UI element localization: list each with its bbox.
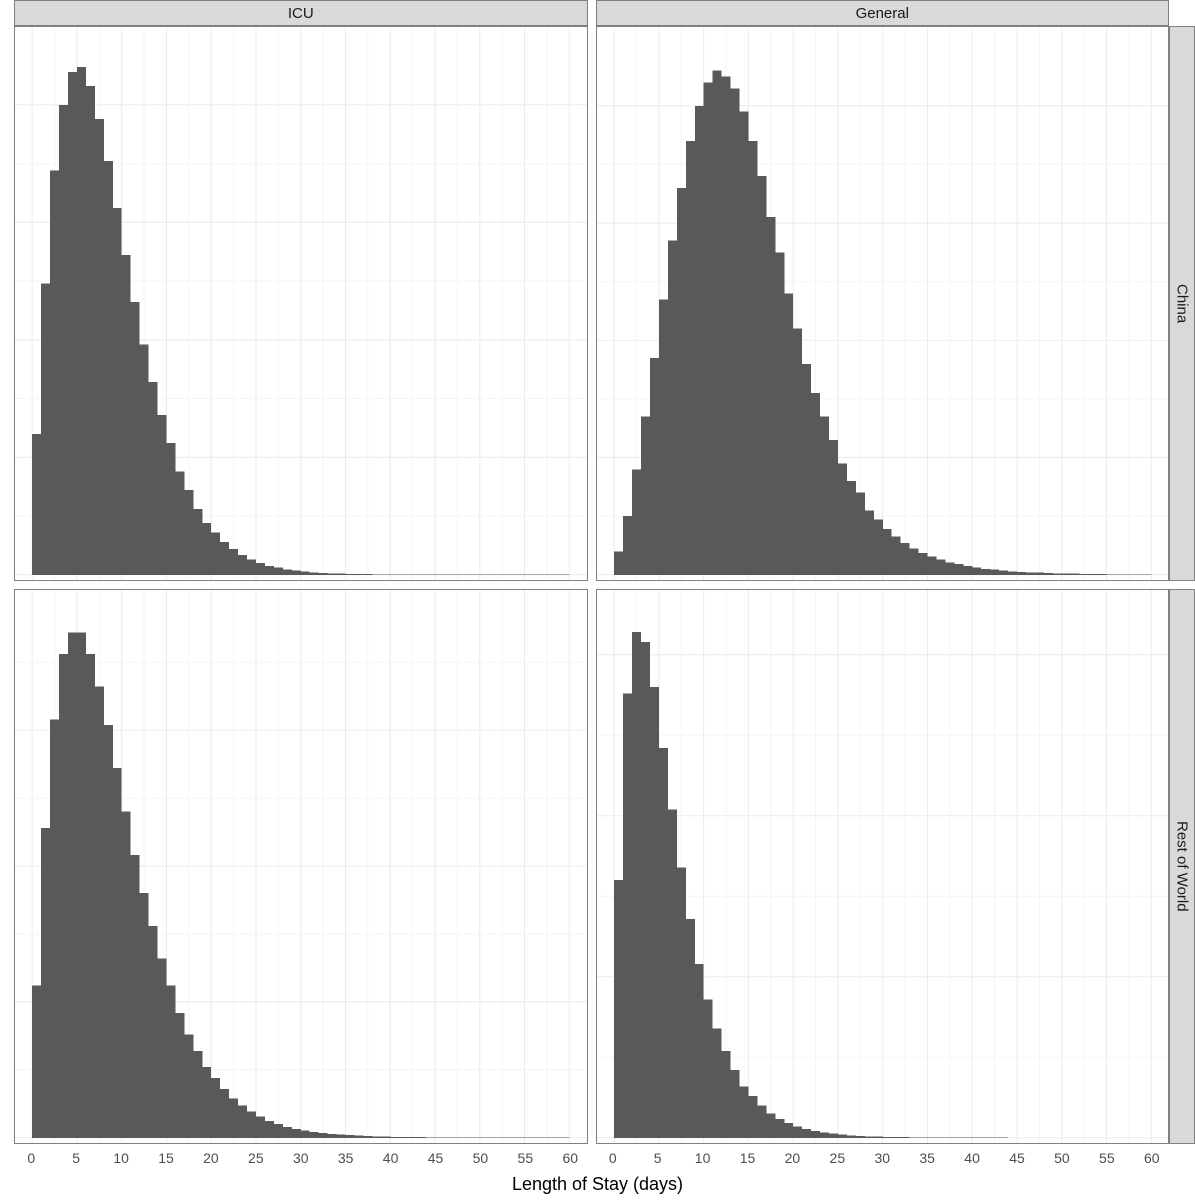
panel-china-general <box>596 26 1170 581</box>
x-axis-label-wrap: Length of Stay (days) <box>0 1174 1195 1195</box>
x-tick-label: 0 <box>27 1150 35 1166</box>
x-tick-label: 60 <box>562 1150 578 1166</box>
x-tick-label: 35 <box>338 1150 354 1166</box>
x-tick-label: 50 <box>473 1150 489 1166</box>
x-tick-label: 30 <box>874 1150 890 1166</box>
x-tick-label: 25 <box>830 1150 846 1166</box>
x-tick-label: 55 <box>518 1150 534 1166</box>
x-tick-label: 0 <box>609 1150 617 1166</box>
x-tick-label: 45 <box>1009 1150 1025 1166</box>
x-tick-label: 40 <box>964 1150 980 1166</box>
x-tick-label: 40 <box>383 1150 399 1166</box>
x-tick-label: 20 <box>785 1150 801 1166</box>
row-strip-rest-of-world: Rest of World <box>1169 589 1195 1144</box>
facet-figure: ICU General China Rest of World 0 5 10 15 20 25 30… <box>0 0 1195 1200</box>
x-tick-label: 5 <box>72 1150 80 1166</box>
x-axis-ticks-col-0: 0 5 10 15 20 25 30 35 40 45 50 55 60 <box>14 1150 588 1170</box>
panel-rest-of-world-general <box>596 589 1170 1144</box>
row-strip-label: Rest of World <box>1174 821 1191 912</box>
col-strip-general: General <box>596 0 1170 26</box>
row-strip-label: China <box>1174 284 1191 323</box>
x-tick-label: 35 <box>919 1150 935 1166</box>
x-tick-label: 15 <box>158 1150 174 1166</box>
col-strip-icu: ICU <box>14 0 588 26</box>
col-strip-label: General <box>856 5 909 22</box>
x-tick-label: 55 <box>1099 1150 1115 1166</box>
row-strip-china: China <box>1169 26 1195 581</box>
x-axis-ticks-col-1: 0 5 10 15 20 25 30 35 40 45 50 55 60 <box>596 1150 1170 1170</box>
panel-china-icu <box>14 26 588 581</box>
x-tick-label: 60 <box>1144 1150 1160 1166</box>
x-tick-label: 10 <box>695 1150 711 1166</box>
x-tick-label: 20 <box>203 1150 219 1166</box>
x-axis-label: Length of Stay (days) <box>512 1174 683 1194</box>
x-tick-label: 50 <box>1054 1150 1070 1166</box>
x-tick-label: 25 <box>248 1150 264 1166</box>
panel-rest-of-world-icu <box>14 589 588 1144</box>
x-tick-label: 15 <box>740 1150 756 1166</box>
col-strip-label: ICU <box>288 5 314 22</box>
x-tick-label: 10 <box>113 1150 129 1166</box>
x-tick-label: 45 <box>428 1150 444 1166</box>
x-tick-label: 5 <box>654 1150 662 1166</box>
x-tick-label: 30 <box>293 1150 309 1166</box>
